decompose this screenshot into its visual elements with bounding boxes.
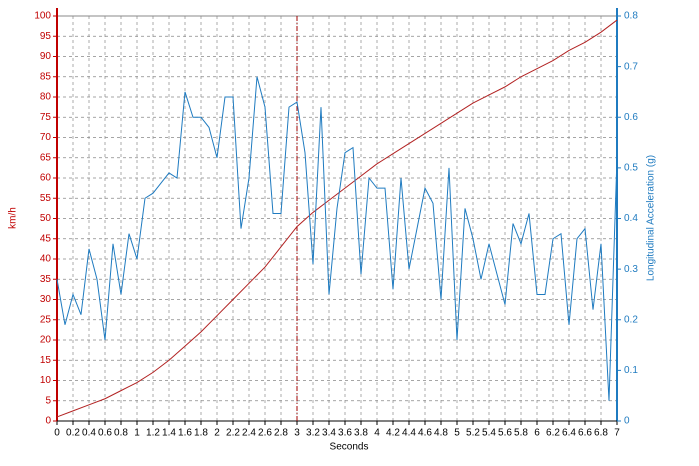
y2-tick-label: 0.4: [624, 213, 638, 224]
y2-tick-label: 0.2: [624, 314, 638, 325]
x-tick-label: 6.2: [546, 428, 560, 439]
y-tick-label: 25: [40, 314, 52, 325]
x-tick-label: 6.6: [578, 428, 592, 439]
x-axis-title: Seconds: [330, 442, 369, 453]
y2-tick-label: 0.1: [624, 365, 638, 376]
y2-axis-title: Longitudinal Acceleration (g): [646, 155, 657, 281]
x-tick-label: 2.6: [258, 428, 272, 439]
x-tick-label: 0.8: [114, 428, 128, 439]
y-tick-label: 90: [40, 51, 52, 62]
x-tick-label: 1.4: [162, 428, 176, 439]
x-tick-label: 6.4: [562, 428, 576, 439]
x-tick-label: 5.8: [514, 428, 528, 439]
plot-area: [56, 15, 618, 422]
x-tick-label: 2.2: [226, 428, 240, 439]
x-tick-label: 3.6: [338, 428, 352, 439]
y2-tick-label: 0.5: [624, 163, 638, 174]
y2-tick-label: 0.7: [624, 61, 638, 72]
y-axis-title: km/h: [8, 207, 19, 229]
x-tick-label: 7: [614, 428, 620, 439]
y-tick-label: 100: [34, 11, 51, 22]
y-tick-label: 75: [40, 112, 52, 123]
x-tick-label: 4.8: [434, 428, 448, 439]
y-tick-label: 55: [40, 193, 52, 204]
x-tick-label: 4.2: [386, 428, 400, 439]
x-tick-label: 0.4: [82, 428, 96, 439]
x-tick-label: 4: [374, 428, 380, 439]
y-tick-label: 65: [40, 152, 52, 163]
x-tick-label: 0.2: [66, 428, 80, 439]
y-tick-label: 50: [40, 213, 52, 224]
x-tick-label: 2.4: [242, 428, 256, 439]
y-tick-label: 85: [40, 71, 52, 82]
y-tick-label: 40: [40, 254, 52, 265]
y2-tick-label: 0.3: [624, 264, 638, 275]
x-tick-label: 4.6: [418, 428, 432, 439]
y2-tick-label: 0.8: [624, 11, 638, 22]
x-tick-label: 5.4: [482, 428, 496, 439]
x-tick-label: 3.4: [322, 428, 336, 439]
series-line: [56, 76, 618, 401]
x-tick-label: 2: [214, 428, 220, 439]
y-tick-label: 60: [40, 173, 52, 184]
y-tick-label: 20: [40, 335, 52, 346]
y-tick-label: 95: [40, 31, 52, 42]
x-tick-label: 0: [54, 428, 60, 439]
x-tick-label: 3.8: [354, 428, 368, 439]
y2-tick-label: 0.6: [624, 112, 638, 123]
x-tick-label: 4.4: [402, 428, 416, 439]
x-tick-label: 3.2: [306, 428, 320, 439]
y-tick-label: 80: [40, 92, 52, 103]
y2-tick-label: 0: [624, 416, 630, 427]
y-tick-label: 0: [45, 416, 51, 427]
x-tick-label: 1: [134, 428, 140, 439]
y-tick-label: 45: [40, 233, 52, 244]
x-tick-label: 1.2: [146, 428, 160, 439]
y-tick-label: 30: [40, 294, 52, 305]
x-tick-label: 5.6: [498, 428, 512, 439]
x-tick-label: 5.2: [466, 428, 480, 439]
x-tick-label: 1.8: [194, 428, 208, 439]
y-tick-label: 5: [45, 395, 51, 406]
x-tick-label: 3: [294, 428, 300, 439]
x-tick-label: 1.6: [178, 428, 192, 439]
x-tick-label: 2.8: [274, 428, 288, 439]
y-tick-label: 10: [40, 375, 52, 386]
x-tick-label: 6.8: [594, 428, 608, 439]
x-tick-label: 0.6: [98, 428, 112, 439]
y-tick-label: 35: [40, 274, 52, 285]
x-tick-label: 6: [534, 428, 540, 439]
x-tick-label: 5: [454, 428, 460, 439]
y-tick-label: 15: [40, 355, 52, 366]
y-tick-label: 70: [40, 132, 52, 143]
series-line: [56, 19, 618, 418]
